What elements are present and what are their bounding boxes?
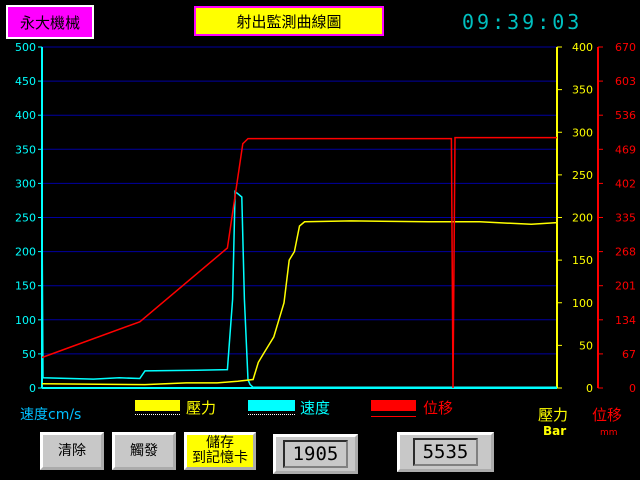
velocity-tick-label-6: 300 bbox=[15, 177, 36, 190]
pressure-tick-label-5: 250 bbox=[572, 169, 593, 182]
pressure-tick-label-2: 100 bbox=[572, 297, 593, 310]
save-to-card-button[interactable]: 儲存 到記憶卡 bbox=[184, 432, 256, 470]
position-tick-label-4: 268 bbox=[615, 246, 636, 259]
position-tick-label-2: 134 bbox=[615, 314, 636, 327]
total-counter: 5535 bbox=[397, 432, 494, 472]
pressure-axis-unit: Bar bbox=[543, 424, 567, 438]
total-counter-value: 5535 bbox=[412, 438, 479, 466]
velocity-axis-unit: 速度cm/s bbox=[20, 407, 82, 423]
page-title-text: 射出監測曲線圖 bbox=[236, 12, 342, 31]
position-tick-label-5: 335 bbox=[615, 212, 636, 225]
series-line-velocity bbox=[41, 190, 557, 389]
velocity-tick-label-7: 350 bbox=[15, 143, 36, 156]
velocity-tick-label-5: 250 bbox=[15, 212, 36, 225]
pressure-tick-label-8: 400 bbox=[572, 41, 593, 54]
position-legend-label: 位移 bbox=[423, 399, 454, 417]
series-line-pressure bbox=[41, 220, 558, 386]
shot-counter: 1905 bbox=[273, 434, 358, 474]
position-tick-label-8: 536 bbox=[615, 109, 636, 122]
position-tick-label-7: 469 bbox=[615, 143, 636, 156]
pressure-tick-label-4: 200 bbox=[572, 212, 593, 225]
pressure-axis-label: 壓力 bbox=[538, 406, 569, 424]
position-legend-line bbox=[371, 416, 416, 417]
position-axis-label: 位移 bbox=[592, 406, 623, 424]
clear-button[interactable]: 清除 bbox=[40, 432, 104, 470]
position-tick-label-3: 201 bbox=[615, 280, 636, 293]
chart-series bbox=[41, 136, 558, 389]
brand-logo: 永大機械 bbox=[6, 5, 94, 39]
velocity-tick-label-0: 0 bbox=[29, 382, 36, 395]
pressure-tick-label-6: 300 bbox=[572, 126, 593, 139]
velocity-tick-label-1: 50 bbox=[22, 348, 36, 361]
pressure-tick-label-7: 350 bbox=[572, 84, 593, 97]
position-tick-label-6: 402 bbox=[615, 177, 636, 190]
pressure-tick-label-3: 150 bbox=[572, 254, 593, 267]
position-tick-label-10: 670 bbox=[615, 41, 636, 54]
position-tick-label-9: 603 bbox=[615, 75, 636, 88]
velocity-tick-label-2: 100 bbox=[15, 314, 36, 327]
chart-ticks: 0 50 100 150 200 250 300 350 400 450 500 0 50 100 150 2… bbox=[15, 41, 636, 395]
position-tick-label-0: 0 bbox=[629, 382, 636, 395]
velocity-tick-label-8: 400 bbox=[15, 109, 36, 122]
velocity-legend-swatch bbox=[248, 400, 295, 411]
velocity-tick-label-9: 450 bbox=[15, 75, 36, 88]
pressure-legend-swatch bbox=[135, 400, 180, 411]
save-button-line1: 儲存 bbox=[206, 435, 234, 451]
pressure-legend-label: 壓力 bbox=[186, 399, 217, 417]
page-title: 射出監測曲線圖 bbox=[194, 6, 384, 36]
series-line-position bbox=[41, 136, 557, 389]
pressure-tick-label-0: 0 bbox=[586, 382, 593, 395]
position-legend-swatch bbox=[371, 400, 416, 411]
velocity-tick-label-10: 500 bbox=[15, 41, 36, 54]
chart-grid bbox=[42, 46, 557, 355]
trigger-button[interactable]: 觸發 bbox=[112, 432, 176, 470]
position-axis-unit: mm bbox=[600, 428, 618, 438]
pressure-tick-label-1: 50 bbox=[579, 339, 593, 352]
brand-text: 永大機械 bbox=[19, 13, 80, 32]
save-button-line2: 到記憶卡 bbox=[192, 450, 248, 466]
velocity-legend-label: 速度 bbox=[300, 399, 331, 417]
velocity-legend-line bbox=[248, 414, 295, 415]
pressure-legend-line bbox=[135, 414, 180, 415]
clock-display: 09:39:03 bbox=[462, 10, 583, 34]
velocity-tick-label-3: 150 bbox=[15, 280, 36, 293]
shot-counter-value: 1905 bbox=[282, 440, 349, 468]
velocity-tick-label-4: 200 bbox=[15, 246, 36, 259]
position-tick-label-1: 67 bbox=[622, 348, 636, 361]
